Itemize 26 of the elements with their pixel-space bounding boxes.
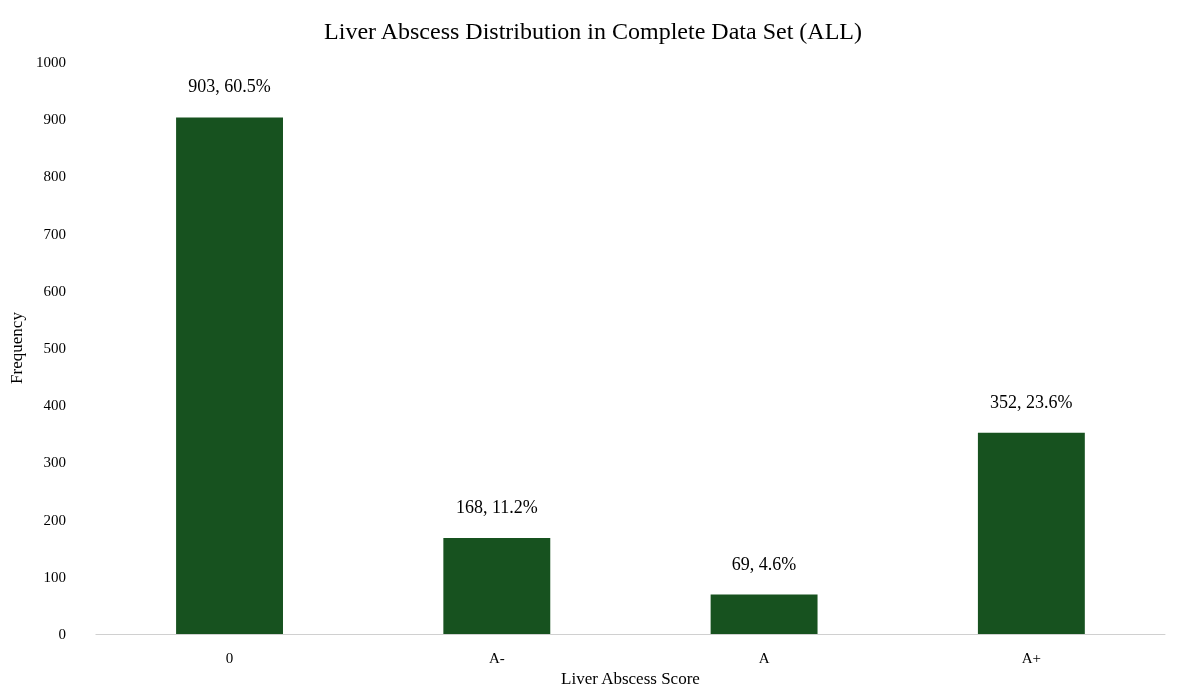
x-tick-label: 0 (225, 649, 234, 666)
y-tick-label: 100 (43, 568, 66, 585)
y-tick-label: 800 (43, 168, 66, 185)
y-tick-label: 1000 (35, 54, 66, 70)
y-tick-label: 300 (43, 454, 66, 471)
y-tick-label: 200 (43, 511, 66, 528)
bar (176, 117, 283, 634)
bar (710, 594, 818, 634)
y-tick-label: 600 (43, 282, 66, 299)
y-axis-title: Frequency (7, 311, 26, 384)
y-tick-label: 900 (43, 111, 66, 128)
data-label: 69, 4.6% (731, 553, 797, 574)
y-tick-label: 400 (43, 397, 66, 414)
y-tick-label: 0 (58, 626, 66, 642)
y-tick-label: 500 (43, 340, 66, 356)
data-label: 903, 60.5% (188, 76, 271, 97)
x-tick-label: A+ (1021, 649, 1042, 666)
data-label: 168, 11.2% (455, 496, 538, 517)
data-label: 352, 23.6% (990, 391, 1073, 412)
bar (443, 537, 551, 634)
x-axis-title: Liver Abscess Score (561, 668, 700, 688)
chart-title: Liver Abscess Distribution in Complete Data Set (ALL) (324, 18, 862, 44)
x-tick-label: A (758, 649, 770, 666)
x-tick-label: A- (488, 649, 505, 666)
bar (977, 432, 1085, 634)
y-tick-label: 700 (43, 225, 66, 242)
